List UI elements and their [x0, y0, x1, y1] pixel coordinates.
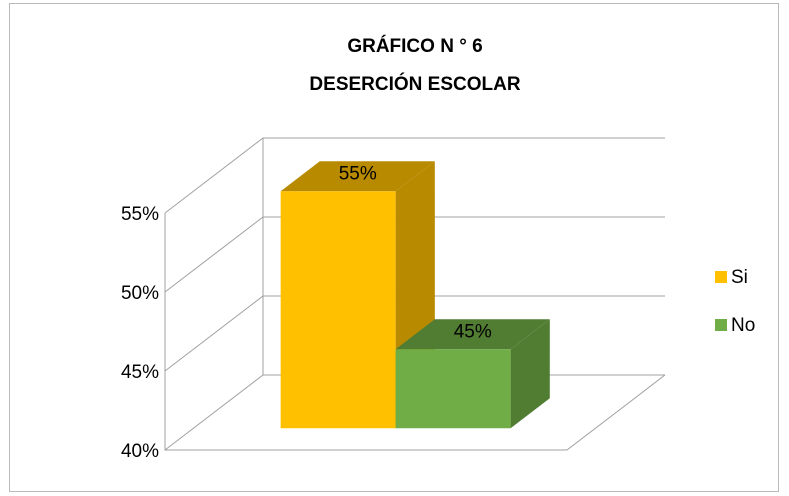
axis-wall: [164, 213, 666, 451]
y-tick-label: 55%: [121, 204, 159, 225]
y-tick-label: 50%: [121, 283, 159, 304]
legend-label: No: [731, 315, 755, 336]
grid-line: [164, 137, 665, 214]
bar-top: [395, 319, 550, 350]
bar-top: [280, 161, 435, 192]
chart-title: GRÁFICO N ° 6: [347, 35, 482, 57]
y-tick-label: 45%: [121, 362, 159, 383]
bar-side: [510, 319, 550, 429]
grid-line: [164, 216, 665, 293]
bar: [280, 191, 396, 429]
legend-label: Si: [731, 267, 748, 288]
y-tick-label: 40%: [121, 441, 159, 462]
chart-title: DESERCIÓN ESCOLAR: [309, 73, 520, 95]
data-label: 45%: [454, 321, 492, 342]
grid-line: [164, 295, 665, 372]
bar: [395, 349, 511, 429]
legend-swatch: [715, 271, 727, 283]
data-label: 55%: [339, 163, 377, 184]
legend-swatch: [715, 319, 727, 331]
